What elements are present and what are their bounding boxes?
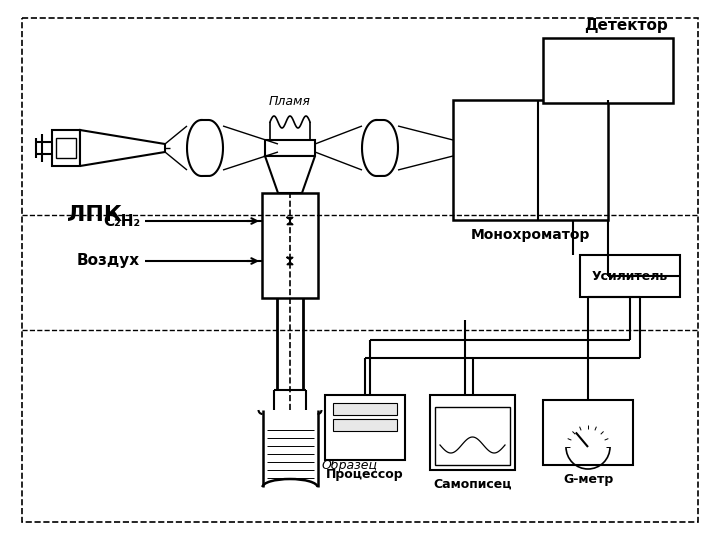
Bar <box>262 193 318 298</box>
Bar <box>435 407 510 465</box>
Polygon shape <box>80 130 165 166</box>
Text: Воздух: Воздух <box>77 253 140 268</box>
Polygon shape <box>187 120 223 176</box>
Text: Самописец: Самописец <box>433 478 512 491</box>
Bar <box>333 419 397 431</box>
Text: ЛПК: ЛПК <box>68 205 122 225</box>
Text: Процессор: Процессор <box>326 468 404 481</box>
Text: Образец: Образец <box>322 458 377 471</box>
Text: Усилитель: Усилитель <box>592 269 668 282</box>
Text: C₂H₂: C₂H₂ <box>103 213 140 228</box>
Bar <box>265 140 315 156</box>
Bar <box>56 138 76 158</box>
Polygon shape <box>287 258 292 265</box>
Text: G-метр: G-метр <box>563 473 613 486</box>
Bar <box>333 403 397 415</box>
Text: Монохроматор: Монохроматор <box>471 228 590 242</box>
Bar <box>543 400 633 465</box>
Bar <box>543 38 673 103</box>
Bar <box>453 100 608 220</box>
Bar <box>325 395 405 460</box>
Polygon shape <box>287 218 292 225</box>
Bar <box>430 395 515 470</box>
Bar <box>52 130 80 166</box>
Text: Детектор: Детектор <box>584 18 668 33</box>
Polygon shape <box>362 120 398 176</box>
Bar <box>580 255 680 297</box>
Polygon shape <box>265 156 315 193</box>
Text: Пламя: Пламя <box>269 95 311 108</box>
